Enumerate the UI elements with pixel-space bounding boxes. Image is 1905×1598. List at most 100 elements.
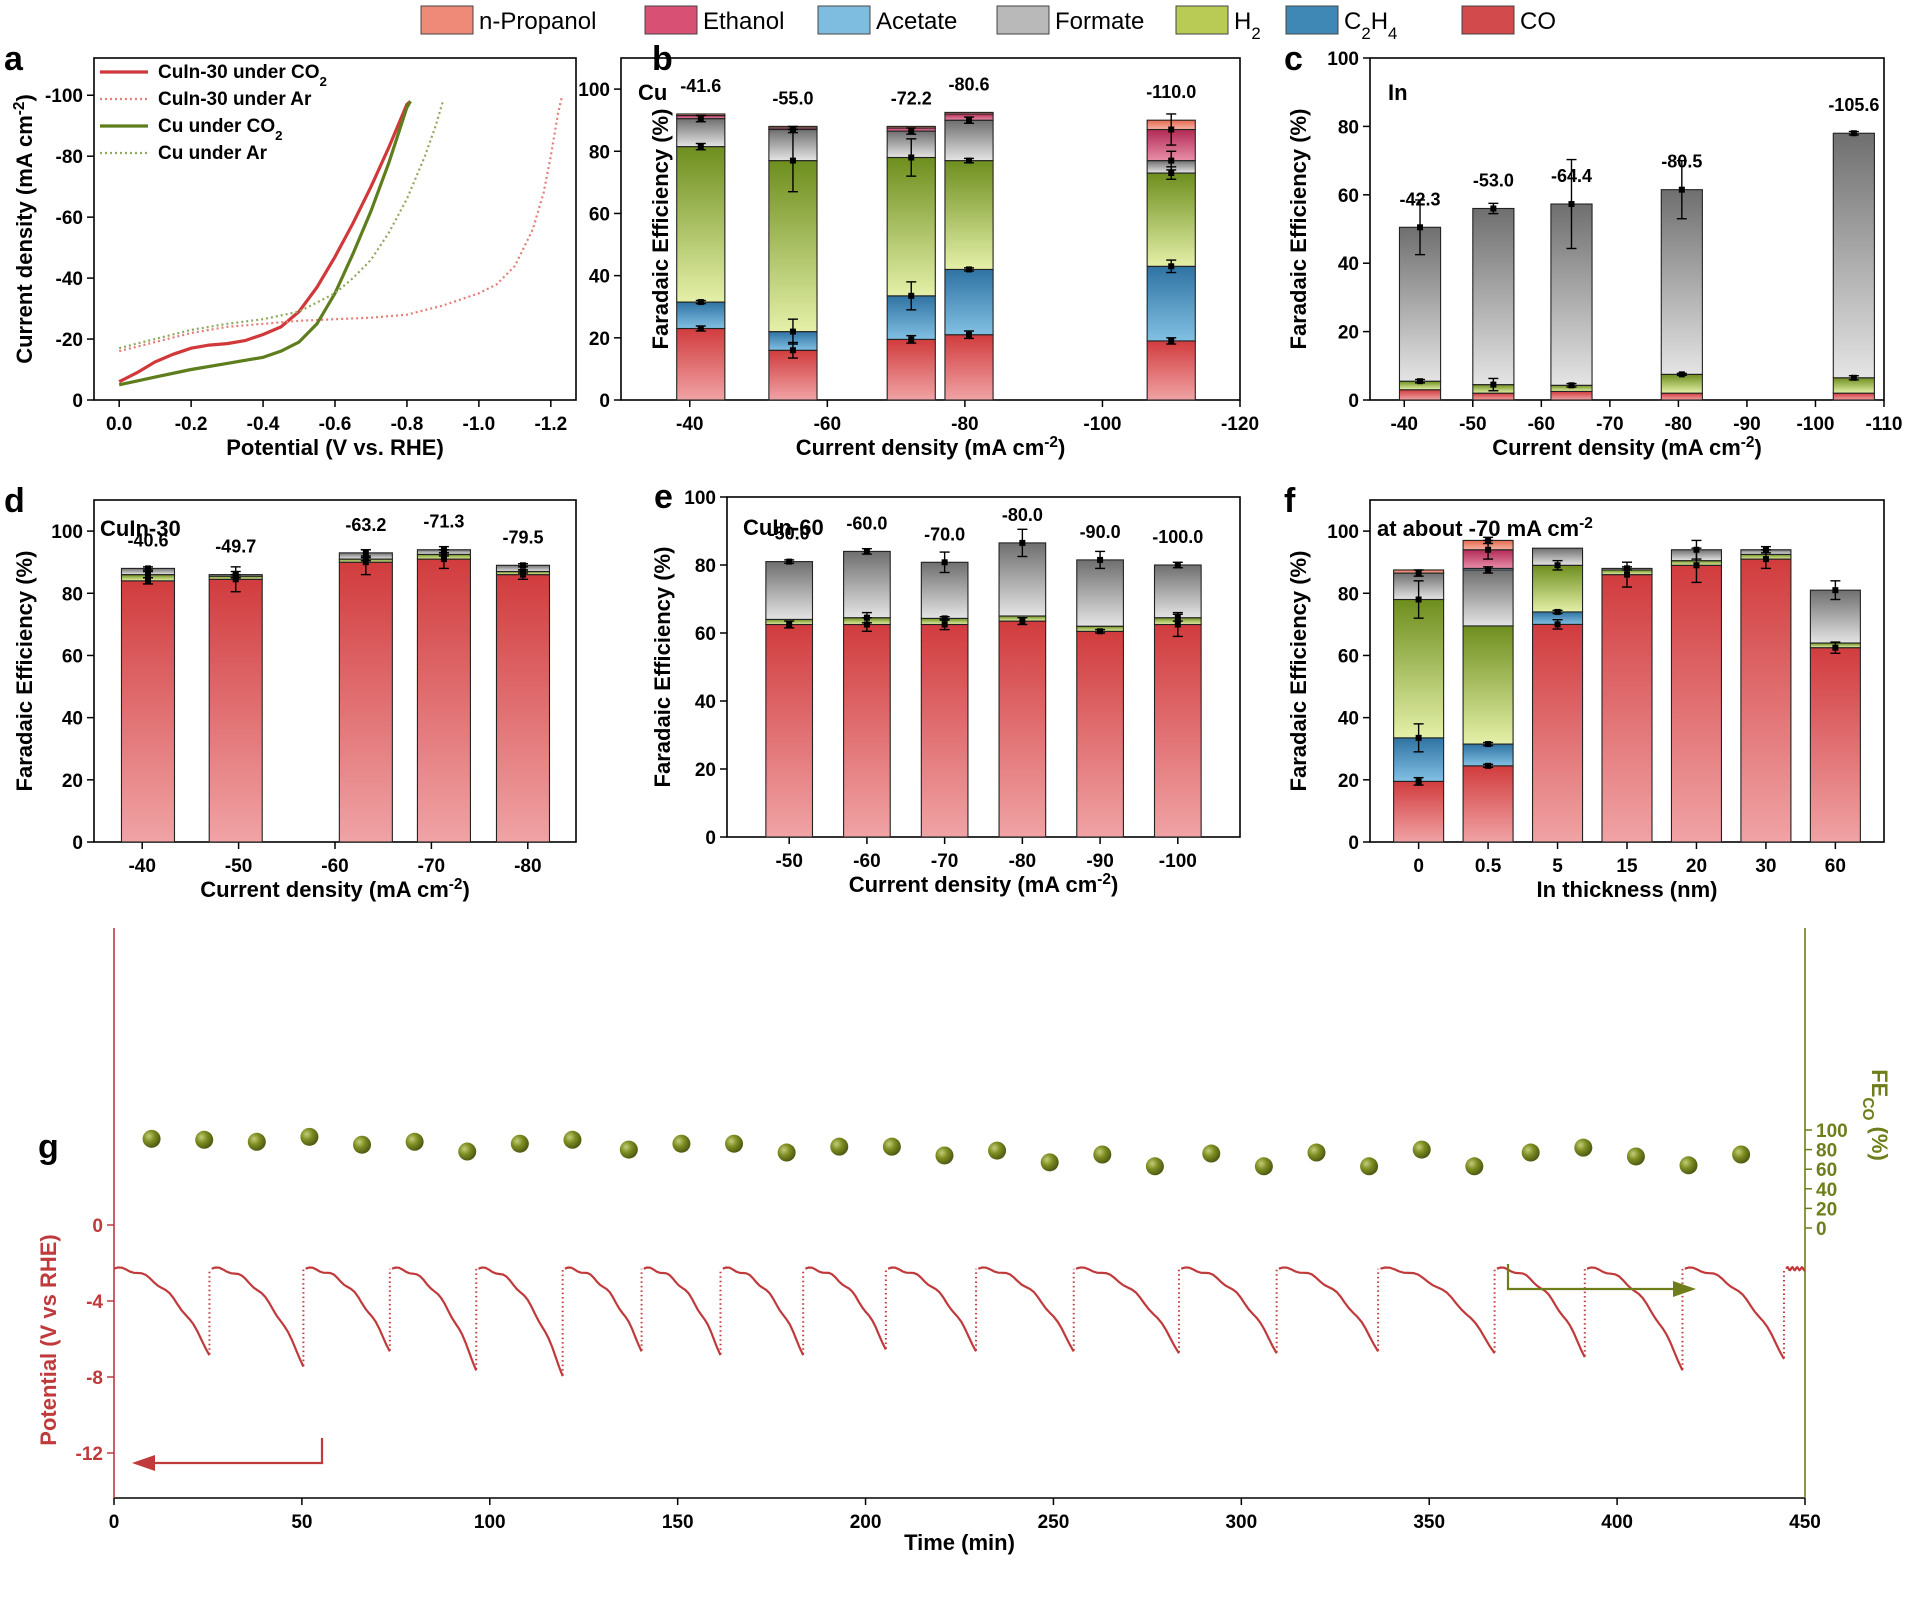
x-tick-label: -70 — [418, 856, 445, 877]
error-marker — [697, 325, 704, 332]
x-tick-label: -0.4 — [247, 414, 280, 435]
error-marker — [1554, 608, 1561, 615]
error-marker — [697, 143, 704, 150]
label-part: at about -70 mA cm — [1377, 516, 1579, 541]
y-tick-label: 40 — [589, 267, 610, 288]
error-marker — [789, 328, 796, 335]
label-part: Faradaic Efficiency (%) — [12, 551, 37, 792]
x-axis-label: Current density (mA cm-2) — [1492, 434, 1762, 461]
label-part: CuIn-30 under Ar — [158, 89, 312, 110]
x-tick-label: 60 — [1825, 856, 1846, 877]
panel-title: at about -70 mA cm-2 — [1377, 515, 1593, 542]
left-y-tick-label: -8 — [86, 1368, 103, 1389]
bar-top-label: -55.0 — [772, 88, 813, 108]
error-marker — [1168, 126, 1175, 133]
bar-top-label: -80.0 — [1002, 505, 1043, 525]
error-marker — [908, 128, 915, 135]
bar-top-label: -80.5 — [1661, 152, 1702, 172]
x-axis-label: Current density (mA cm-2) — [200, 876, 470, 903]
x-tick-label: -0.2 — [175, 414, 208, 435]
error-marker — [863, 548, 870, 555]
bar-top-label: -53.0 — [1473, 170, 1514, 190]
fe-point — [1145, 1157, 1164, 1176]
x-tick-label: 50 — [291, 1512, 312, 1533]
legend-item: CO — [1461, 5, 1556, 35]
legend: n-Propanol Ethanol Acetate Formate H2 C2H4 CO — [420, 5, 1556, 43]
error-marker — [786, 621, 793, 628]
legend-item: Ethanol — [644, 5, 784, 35]
superscript: -2 — [449, 876, 463, 893]
x-tick-label: -60 — [321, 856, 348, 877]
error-marker — [966, 117, 973, 124]
y-tick-label: 80 — [695, 556, 716, 577]
bar-top-label: -63.2 — [345, 515, 386, 535]
right-y-tick-label: 100 — [1816, 1121, 1848, 1142]
y-tick-label: 20 — [1338, 323, 1359, 344]
left-y-tick-label: -4 — [86, 1292, 103, 1313]
label-part: Ethanol — [703, 8, 784, 35]
y-tick-label: 80 — [62, 584, 83, 605]
x-tick-label: -110 — [1866, 414, 1903, 435]
series-label: CuIn-30 under CO2 — [158, 62, 327, 89]
potential-curve — [1075, 1266, 1180, 1354]
label-part: Potential (V vs RHE) — [36, 1234, 61, 1445]
superscript: -2 — [1741, 434, 1755, 451]
bar-segment-n-propanol — [944, 111, 994, 115]
error-marker — [1168, 263, 1175, 270]
error-marker — [863, 614, 870, 621]
fe-point — [510, 1134, 529, 1153]
potential-curve — [1684, 1266, 1785, 1360]
x-tick-label: -90 — [1733, 414, 1760, 435]
error-marker — [908, 336, 915, 343]
bar-segment-co — [1153, 623, 1202, 838]
fe-point — [563, 1130, 582, 1149]
fe-point — [1040, 1153, 1059, 1172]
y-tick-label: 80 — [1338, 584, 1359, 605]
bar-segment-co — [1146, 340, 1196, 401]
bar-segment-co — [120, 580, 176, 843]
label-part: C — [1344, 8, 1361, 35]
legend-swatch — [420, 5, 474, 35]
y-tick-label: 0 — [599, 391, 610, 412]
y-tick-label: 100 — [51, 522, 83, 543]
bar-top-label: -64.4 — [1551, 166, 1592, 186]
legend-swatch — [1461, 5, 1515, 35]
fe-point — [1307, 1143, 1326, 1162]
label-part: Time (min) — [904, 1530, 1015, 1555]
bar-top-label: -90.0 — [1080, 522, 1121, 542]
x-tick-label: 300 — [1225, 1512, 1257, 1533]
bar-segment-c2h4 — [1462, 743, 1514, 767]
panel-e: -50 -60 -70 -80 -90 -100 0 20 40 60 80 100 -50.0 -60.… — [650, 488, 1241, 897]
panel-letter: e — [654, 478, 673, 516]
bar-top-label: -42.3 — [1400, 189, 1441, 209]
potential-curve — [305, 1266, 391, 1352]
fe-point — [1202, 1144, 1221, 1163]
bar-segment-h2 — [1462, 625, 1514, 745]
x-tick-label: -90 — [1086, 851, 1113, 872]
bar-segment-co — [1393, 780, 1445, 843]
x-tick-label: 350 — [1413, 1512, 1445, 1533]
panel-letter: c — [1284, 40, 1303, 78]
y-axis-label: Faradaic Efficiency (%) — [648, 109, 673, 350]
bar-segment-co — [1660, 392, 1703, 401]
fe-point — [619, 1140, 638, 1159]
fe-point — [725, 1134, 744, 1153]
panel-a: 0.0 -0.2 -0.4 -0.6 -0.8 -1.0 -1.2 0 -20 -40 -60 -80… — [11, 57, 577, 460]
bar-segment-formate — [676, 118, 726, 148]
potential-curve — [643, 1266, 722, 1356]
bar-segment-c2h4 — [676, 301, 726, 330]
panel-g: 0 50 100 150 200 250 300 350 400 4500-4-8-1202040… — [36, 928, 1892, 1555]
error-marker — [1174, 562, 1181, 568]
fe-point — [777, 1143, 796, 1162]
y-tick-label: 20 — [589, 329, 610, 350]
bar-segment-formate — [765, 561, 814, 620]
x-tick-label: 20 — [1686, 856, 1707, 877]
label-part: Current density (mA cm — [1492, 435, 1741, 460]
legend-label: n-Propanol — [479, 8, 596, 35]
error-marker — [1417, 378, 1424, 385]
error-marker — [1485, 546, 1492, 553]
y-tick-label: 40 — [1338, 709, 1359, 730]
legend-swatch — [996, 5, 1050, 35]
legend-item: Acetate — [817, 5, 957, 35]
y-tick-label: 0 — [705, 828, 716, 849]
